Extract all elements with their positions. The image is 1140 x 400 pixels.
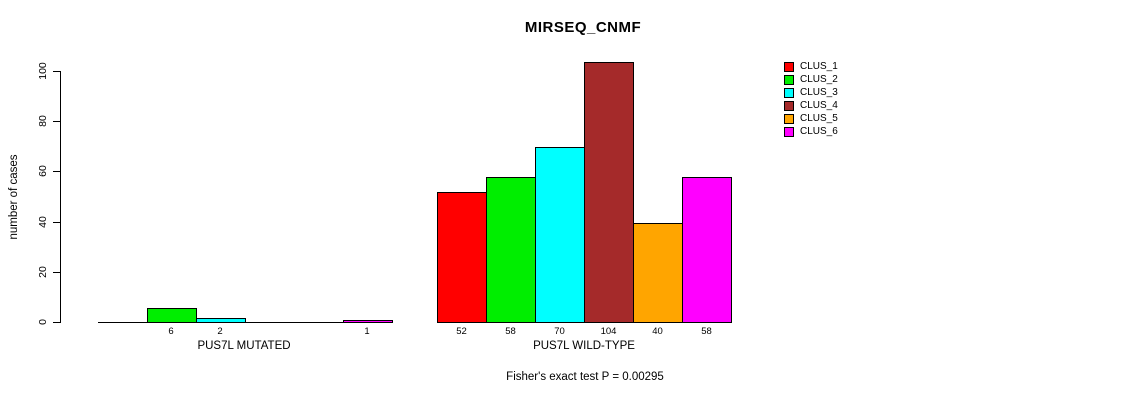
legend-row-clus_1: CLUS_1 xyxy=(784,60,838,73)
legend-label: CLUS_3 xyxy=(800,87,838,98)
legend-swatch-clus_3 xyxy=(784,87,794,98)
bar-value-label: 70 xyxy=(554,326,565,337)
legend-row-clus_6: CLUS_6 xyxy=(784,125,838,138)
y-tick-label: 60 xyxy=(37,165,49,178)
bar-value-label: 6 xyxy=(168,326,174,337)
fisher-test-annotation: Fisher's exact test P = 0.00295 xyxy=(506,371,664,383)
legend-row-clus_3: CLUS_3 xyxy=(784,86,838,99)
y-tick-label: 20 xyxy=(37,265,49,278)
legend-label: CLUS_2 xyxy=(800,74,838,85)
y-tick-label: 80 xyxy=(37,115,49,128)
bar-value-label: 40 xyxy=(652,326,663,337)
legend-row-clus_2: CLUS_2 xyxy=(784,73,838,86)
bar-clus_1 xyxy=(437,192,487,323)
y-tick xyxy=(53,71,60,72)
legend-label: CLUS_6 xyxy=(800,126,838,137)
bar-clus_3 xyxy=(535,147,585,323)
bar-value-label: 1 xyxy=(364,326,370,337)
y-tick xyxy=(53,221,60,223)
bar-clus_6 xyxy=(342,320,393,323)
bar-clus_3 xyxy=(195,318,246,323)
y-tick xyxy=(53,171,60,173)
legend-swatch-clus_1 xyxy=(784,61,794,72)
y-tick-label: 100 xyxy=(37,62,49,80)
y-tick xyxy=(53,121,60,123)
y-axis-label: number of cases xyxy=(8,154,20,240)
bar-value-label: 58 xyxy=(701,326,712,337)
legend-swatch-clus_4 xyxy=(784,100,794,111)
bar-clus_6 xyxy=(682,177,732,323)
bar-value-label: 104 xyxy=(600,326,617,337)
bar-value-label: 2 xyxy=(217,326,223,337)
bar-clus_2 xyxy=(146,308,197,323)
legend-swatch-clus_2 xyxy=(784,74,794,85)
bar-clus_5 xyxy=(633,223,683,323)
y-tick-label: 40 xyxy=(37,215,49,228)
legend-label: CLUS_4 xyxy=(800,100,838,111)
bar-clus_2 xyxy=(486,177,536,323)
legend-swatch-clus_6 xyxy=(784,126,794,137)
legend-label: CLUS_5 xyxy=(800,113,838,124)
bar-value-label: 52 xyxy=(456,326,467,337)
legend-row-clus_4: CLUS_4 xyxy=(784,99,838,112)
y-tick xyxy=(53,322,60,323)
bar-clus_4 xyxy=(584,62,634,323)
chart-title: MIRSEQ_CNMF xyxy=(524,19,642,36)
legend-row-clus_5: CLUS_5 xyxy=(784,112,838,125)
group-label-wildtype: PUS7L WILD-TYPE xyxy=(533,340,635,352)
y-tick xyxy=(53,271,60,273)
bar-value-label: 58 xyxy=(505,326,516,337)
legend-swatch-clus_5 xyxy=(784,113,794,124)
group-label-mutated: PUS7L MUTATED xyxy=(197,340,291,352)
y-axis-line xyxy=(60,71,61,323)
legend-label: CLUS_1 xyxy=(800,61,838,72)
y-tick-label: 0 xyxy=(37,319,49,325)
